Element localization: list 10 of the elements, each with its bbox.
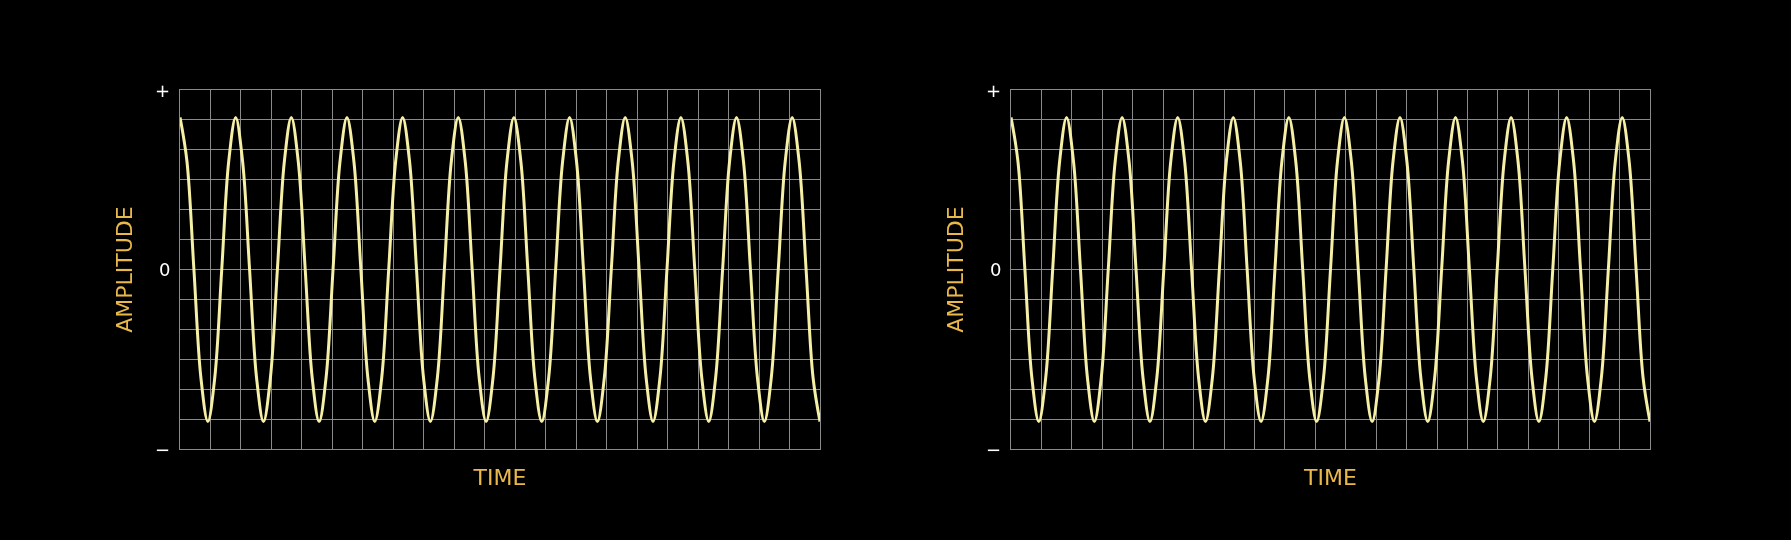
text: −: [986, 439, 1002, 460]
text: 0: [159, 259, 171, 280]
y-axis-title: AMPLITUDE: [111, 206, 137, 333]
text: +: [986, 80, 1002, 101]
y-axis-title: AMPLITUDE: [942, 206, 968, 333]
text: 0: [990, 259, 1002, 280]
text: +: [155, 80, 171, 101]
x-axis-title: TIME: [472, 464, 527, 490]
text: −: [155, 439, 171, 460]
x-axis-title: TIME: [1303, 464, 1357, 490]
